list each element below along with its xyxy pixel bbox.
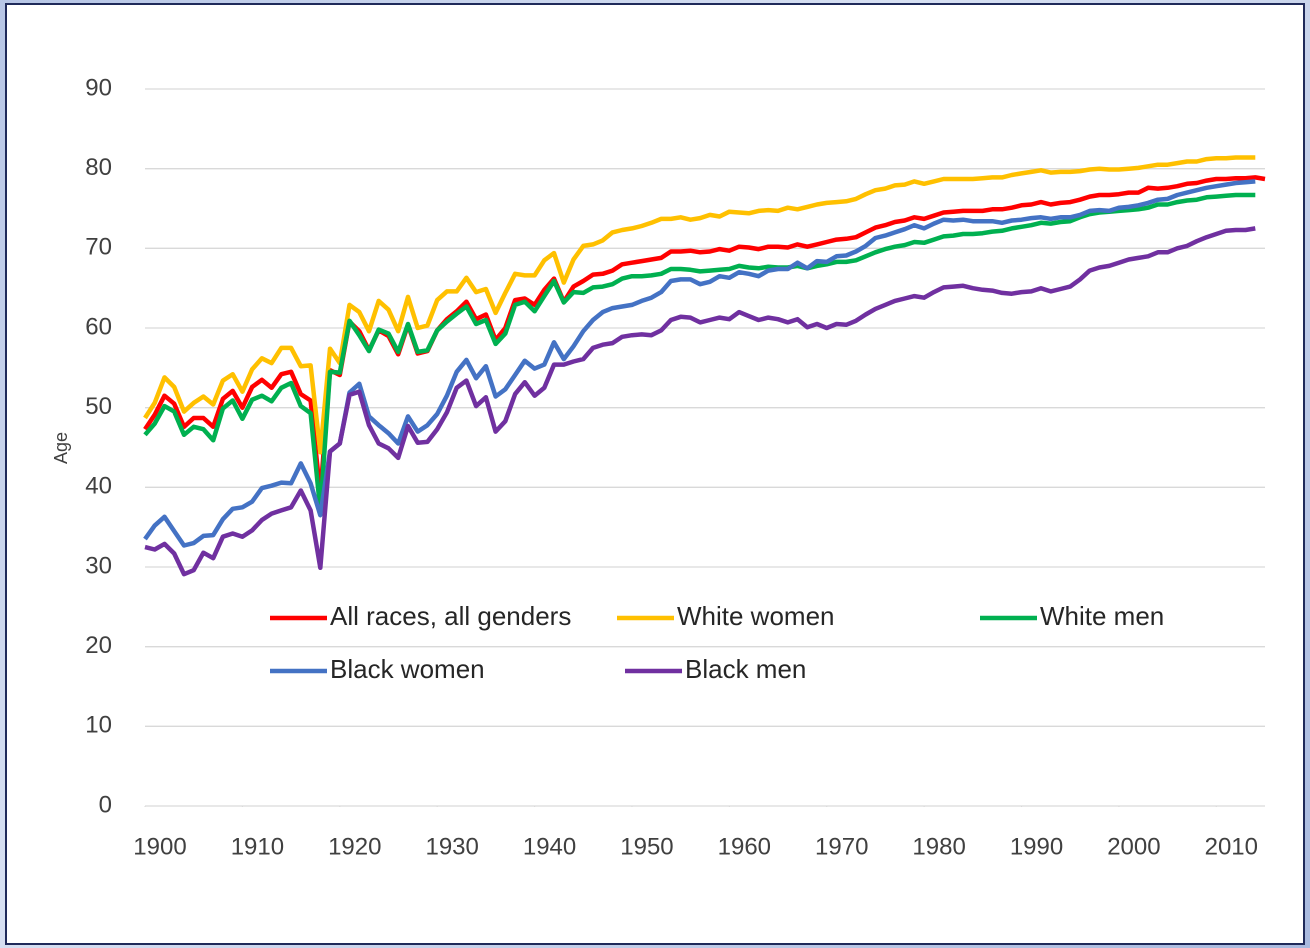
x-tick-label: 1970 <box>815 833 868 860</box>
y-tick-label: 0 <box>99 791 112 818</box>
y-tick-label: 70 <box>85 234 112 261</box>
x-tick-label: 2010 <box>1205 833 1258 860</box>
x-tick-label: 1910 <box>231 833 284 860</box>
legend-label: Black women <box>330 654 485 684</box>
x-tick-label: 1980 <box>912 833 965 860</box>
series-line <box>143 155 1256 455</box>
legend-label: All races, all genders <box>330 601 571 631</box>
y-tick-label: 80 <box>85 154 112 181</box>
x-tick-label: 1920 <box>328 833 381 860</box>
y-axis-label: Age <box>51 432 71 464</box>
legend-label: White men <box>1040 601 1164 631</box>
y-tick-label: 20 <box>85 632 112 659</box>
x-tick-label: 2000 <box>1107 833 1160 860</box>
y-tick-label: 40 <box>85 473 112 500</box>
y-tick-label: 60 <box>85 313 112 340</box>
y-tick-label: 30 <box>85 552 112 579</box>
x-tick-label: 1940 <box>523 833 576 860</box>
x-tick-label: 1990 <box>1010 833 1063 860</box>
series-line <box>143 192 1256 513</box>
legend-label: White women <box>677 601 835 631</box>
chart-frame <box>5 3 1305 945</box>
x-tick-label: 1950 <box>620 833 673 860</box>
x-tick-label: 1900 <box>133 833 186 860</box>
x-tick-label: 1930 <box>425 833 478 860</box>
y-tick-label: 90 <box>85 74 112 101</box>
y-tick-label: 10 <box>85 712 112 739</box>
legend-label: Black men <box>685 654 806 684</box>
x-tick-label: 1960 <box>718 833 771 860</box>
y-tick-label: 50 <box>85 393 112 420</box>
series-line <box>144 226 1256 577</box>
